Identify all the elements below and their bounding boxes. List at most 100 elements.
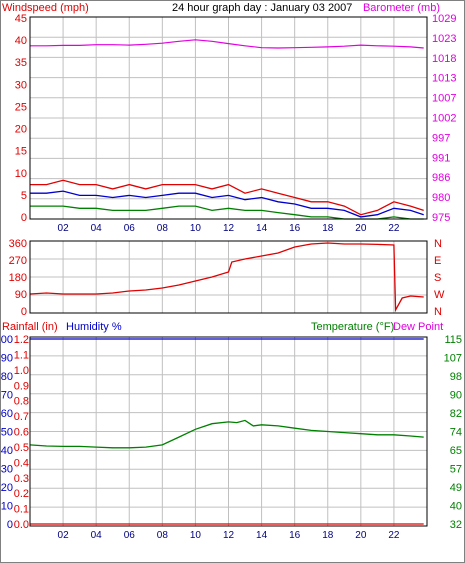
- rainfall-tick-label: 0.8: [14, 396, 29, 408]
- barometer-tick-label: 997: [432, 132, 450, 144]
- barometer-axis-label: Barometer (mb): [363, 2, 440, 14]
- x-tick-label: 04: [91, 223, 103, 234]
- x-tick-label: 22: [388, 530, 400, 541]
- windspeed-axis-ticks: 0 5 10 15 20 25 30 35 40 45: [15, 13, 27, 224]
- barometer-tick-label: 1013: [432, 73, 456, 85]
- windspeed-tick-label: 45: [15, 13, 27, 25]
- wind-line: [30, 179, 424, 216]
- windspeed-tick-label: 5: [21, 190, 27, 202]
- direction-degree-label: 180: [9, 272, 27, 284]
- temperature-tick-label: 115: [444, 334, 462, 346]
- barometer-tick-label: 1007: [432, 93, 456, 105]
- x-tick-label: 12: [223, 223, 235, 234]
- windspeed-tick-label: 0: [21, 212, 27, 224]
- rainfall-tick-label: 0.0: [14, 519, 29, 531]
- temperature-tick-label: 90: [450, 390, 462, 402]
- barometer-tick-label: 1029: [432, 13, 456, 25]
- temperature-tick-label: 49: [450, 482, 462, 494]
- rainfall-tick-label: 0.4: [14, 457, 29, 469]
- x-tick-label: 08: [157, 223, 169, 234]
- x-tick-label: 20: [355, 530, 367, 541]
- average-line: [30, 190, 424, 218]
- rainfall-tick-label: 0.3: [14, 473, 29, 485]
- windspeed-tick-label: 20: [15, 124, 27, 136]
- temperature-tick-label: 98: [450, 371, 462, 383]
- rainfall-tick-label: 0.9: [14, 380, 29, 392]
- temperature-panel-series: [29, 338, 424, 525]
- humidity-tick-label: 0: [7, 519, 13, 531]
- x-tick-label: 14: [256, 223, 268, 234]
- windspeed-tick-label: 10: [15, 168, 27, 180]
- barometer-axis-ticks: 975 980 986 991 997 1002 1007 1013 1018 1023 1029: [432, 13, 456, 224]
- x-tick-label: 14: [256, 530, 268, 541]
- rainfall-tick-label: 0.1: [14, 504, 29, 516]
- temperature-line: [29, 419, 424, 449]
- x-tick-label: 10: [190, 530, 202, 541]
- direction-series: [29, 242, 424, 313]
- rainfall-tick-label: 0.7: [14, 411, 29, 423]
- humidity-axis-label: Humidity %: [66, 321, 122, 333]
- temperature-tick-label: 32: [450, 519, 462, 531]
- dewpoint-axis-label: Dew Point: [393, 321, 443, 333]
- windspeed-axis-label: Windspeed (mph): [2, 2, 89, 14]
- temperature-tick-label: 107: [444, 353, 462, 365]
- x-tick-label: 02: [58, 530, 70, 541]
- humidity-tick-label: 10: [1, 501, 13, 513]
- rainfall-tick-label: 1.0: [14, 365, 29, 377]
- windspeed-tick-label: 25: [15, 101, 27, 113]
- humidity-axis-ticks: 0 10 20 30 40 50 60 70 80 90 100: [0, 334, 13, 531]
- humidity-tick-label: 90: [1, 353, 13, 365]
- temperature-tick-label: 57: [450, 464, 462, 476]
- x-tick-label: 12: [223, 530, 235, 541]
- x-tick-label: 18: [322, 223, 334, 234]
- temperature-plot-area: [29, 336, 428, 527]
- direction-degree-label: 90: [15, 289, 27, 301]
- wind-panel-time-axis: 02 04 06 08 10 12 14 16 18 20 22: [58, 223, 400, 234]
- rainfall-tick-label: 1.1: [14, 349, 29, 361]
- temperature-tick-label: 65: [450, 445, 462, 457]
- temperature-tick-label: 40: [450, 501, 462, 513]
- rainfall-axis-ticks: 0.0 0.1 0.2 0.3 0.4 0.5 0.6 0.7 0.8 0.9 1.0 1.1 1.2: [14, 334, 29, 531]
- wind-plot-area: [29, 16, 428, 220]
- barometer-tick-label: 1023: [432, 33, 456, 45]
- wind-panel-series: [30, 39, 424, 220]
- direction-compass-label: S: [434, 272, 441, 284]
- x-tick-label: 04: [91, 530, 103, 541]
- barometer-tick-label: 986: [432, 172, 450, 184]
- direction-degree-ticks: 0 90 180 270 360: [9, 238, 27, 318]
- x-tick-label: 06: [124, 223, 136, 234]
- barometer-tick-label: 1018: [432, 53, 456, 65]
- windspeed-tick-label: 30: [15, 79, 27, 91]
- windspeed-tick-label: 40: [15, 35, 27, 47]
- rainfall-axis-label: Rainfall (in): [2, 321, 58, 333]
- rainfall-tick-label: 0.6: [14, 427, 29, 439]
- x-tick-label: 22: [388, 223, 400, 234]
- humidity-tick-label: 60: [1, 408, 13, 420]
- x-tick-label: 06: [124, 530, 136, 541]
- direction-degree-label: 360: [9, 238, 27, 250]
- temperature-axis-ticks: 32 40 49 57 65 74 82 90 98 107 115: [444, 334, 462, 531]
- chart-title: 24 hour graph day : January 03 2007: [172, 2, 352, 14]
- temperature-tick-label: 74: [450, 427, 462, 439]
- direction-degree-label: 270: [9, 255, 27, 267]
- x-tick-label: 08: [157, 530, 169, 541]
- temperature-panel-time-axis: 02 04 06 08 10 12 14 16 18 20 22: [58, 530, 400, 541]
- direction-compass-label: W: [434, 289, 445, 301]
- direction-plot-area: [29, 240, 428, 314]
- rainfall-tick-label: 0.2: [14, 488, 29, 500]
- direction-panel-grid: [30, 241, 427, 313]
- direction-degree-label: 0: [21, 306, 27, 318]
- windspeed-tick-label: 15: [15, 146, 27, 158]
- x-tick-label: 10: [190, 223, 202, 234]
- direction-compass-label: N: [434, 238, 442, 250]
- x-tick-label: 02: [58, 223, 70, 234]
- humidity-tick-label: 80: [1, 371, 13, 383]
- temperature-tick-label: 82: [450, 408, 462, 420]
- x-tick-label: 16: [289, 223, 301, 234]
- barometer-tick-label: 991: [432, 152, 450, 164]
- barometer-tick-label: 975: [432, 212, 450, 224]
- rainfall-tick-label: 0.5: [14, 442, 29, 454]
- humidity-tick-label: 20: [1, 482, 13, 494]
